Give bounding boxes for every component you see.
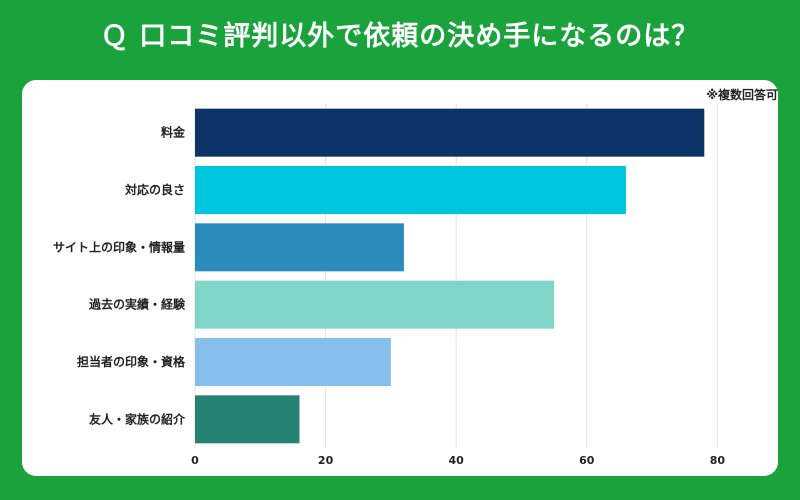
x-tick-label: 40 bbox=[449, 454, 465, 467]
x-tick-label: 0 bbox=[191, 454, 199, 467]
grid-lines bbox=[194, 104, 718, 448]
category-label: 料金 bbox=[161, 125, 186, 140]
x-tick-label: 60 bbox=[579, 454, 595, 467]
chart-title: Ｑ 口コミ評判以外で依頼の決め手になるのは？ bbox=[100, 21, 700, 52]
bar bbox=[195, 166, 626, 214]
bar bbox=[195, 108, 705, 157]
category-labels: 料金対応の良さサイト上の印象・情報量過去の実績・経験担当者の印象・資格友人・家族… bbox=[53, 125, 186, 427]
bar bbox=[195, 338, 391, 386]
x-tick-label: 20 bbox=[318, 454, 334, 467]
multiple-answers-note: ※複数回答可 bbox=[706, 88, 778, 102]
bar bbox=[195, 223, 404, 272]
bar bbox=[195, 395, 300, 444]
category-label: 担当者の印象・資格 bbox=[77, 354, 186, 369]
x-tick-label: 80 bbox=[710, 454, 726, 467]
category-label: 過去の実績・経験 bbox=[88, 297, 186, 312]
bar bbox=[195, 280, 555, 329]
bars bbox=[195, 108, 705, 444]
x-tick-labels: 0 20 40 60 80 bbox=[191, 454, 725, 467]
category-label: 友人・家族の紹介 bbox=[88, 411, 186, 426]
category-label: サイト上の印象・情報量 bbox=[53, 239, 185, 254]
category-label: 対応の良さ bbox=[124, 182, 185, 197]
